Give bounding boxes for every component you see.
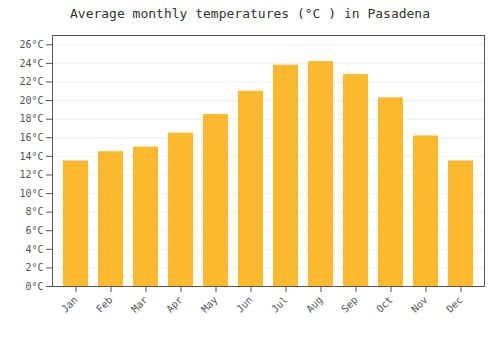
svg-text:Jul: Jul — [269, 294, 290, 315]
svg-text:Oct: Oct — [374, 294, 395, 315]
svg-text:18°C: 18°C — [19, 113, 43, 124]
svg-text:12°C: 12°C — [19, 169, 43, 180]
svg-text:6°C: 6°C — [25, 225, 43, 236]
svg-text:4°C: 4°C — [25, 244, 43, 255]
svg-text:Aug: Aug — [304, 294, 325, 315]
svg-text:Sep: Sep — [339, 294, 360, 315]
svg-text:2°C: 2°C — [25, 262, 43, 273]
svg-text:Nov: Nov — [409, 294, 430, 315]
svg-text:10°C: 10°C — [19, 188, 43, 199]
svg-text:26°C: 26°C — [19, 39, 43, 50]
svg-text:Mar: Mar — [129, 294, 150, 315]
svg-text:20°C: 20°C — [19, 95, 43, 106]
svg-text:0°C: 0°C — [25, 281, 43, 292]
svg-text:14°C: 14°C — [19, 151, 43, 162]
svg-text:24°C: 24°C — [19, 58, 43, 69]
html-text:Average monthly temperatures (: Average monthly temperatures (°C ) in Pa… — [70, 6, 430, 21]
svg-text:22°C: 22°C — [19, 76, 43, 87]
svg-text:8°C: 8°C — [25, 206, 43, 217]
svg-text:Apr: Apr — [164, 294, 185, 315]
svg-text:Jan: Jan — [59, 294, 80, 315]
svg-text:Jun: Jun — [234, 294, 255, 315]
svg-text:16°C: 16°C — [19, 132, 43, 143]
svg-text:May: May — [199, 294, 220, 315]
svg-text:Feb: Feb — [94, 294, 115, 315]
svg-text:Dec: Dec — [444, 294, 465, 315]
